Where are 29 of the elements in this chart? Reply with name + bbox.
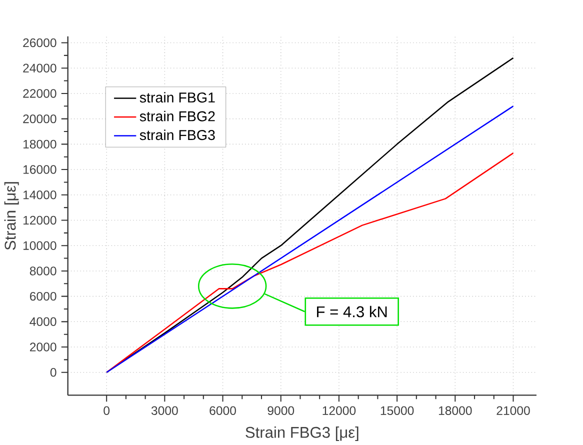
y-tick-label: 24000 <box>23 64 56 72</box>
y-tick-label: 18000 <box>23 140 56 148</box>
y-tick-label: 8000 <box>30 266 56 276</box>
x-tick-label: 21000 <box>496 406 530 415</box>
y-tick-label: 6000 <box>30 292 56 301</box>
x-tick-label: 3000 <box>151 406 178 415</box>
annotation: F = 4.3 kN <box>317 306 387 318</box>
x-tick-label: 9000 <box>268 406 294 415</box>
x-tick-label: 12000 <box>322 406 356 415</box>
legend-label: strain FBG3 <box>140 129 215 140</box>
y-tick-label: 22000 <box>23 88 56 98</box>
x-tick-label: 15000 <box>380 406 414 415</box>
y-tick-label: 4000 <box>30 317 56 326</box>
y-tick-label: 26000 <box>23 38 56 47</box>
y-tick-label: 14000 <box>23 190 56 200</box>
x-tick-label: 0 <box>104 406 110 415</box>
x-axis-title: Strain FBG3 [με] <box>246 426 358 441</box>
y-tick-label: 12000 <box>23 216 56 224</box>
y-tick-label: 10000 <box>23 241 56 250</box>
x-tick-label: 18000 <box>438 406 472 415</box>
legend-label: strain FBG2 <box>140 110 215 122</box>
legend-label: strain FBG1 <box>140 92 215 102</box>
line-series <box>106 152 514 373</box>
y-tick-label: 0 <box>50 368 56 377</box>
x-tick-label: 6000 <box>210 406 236 415</box>
y-tick-label: 20000 <box>23 114 56 124</box>
y-tick-label: 2000 <box>30 342 56 352</box>
y-tick-label: 16000 <box>23 165 56 174</box>
y-axis-title: Strain [με] <box>4 182 19 250</box>
